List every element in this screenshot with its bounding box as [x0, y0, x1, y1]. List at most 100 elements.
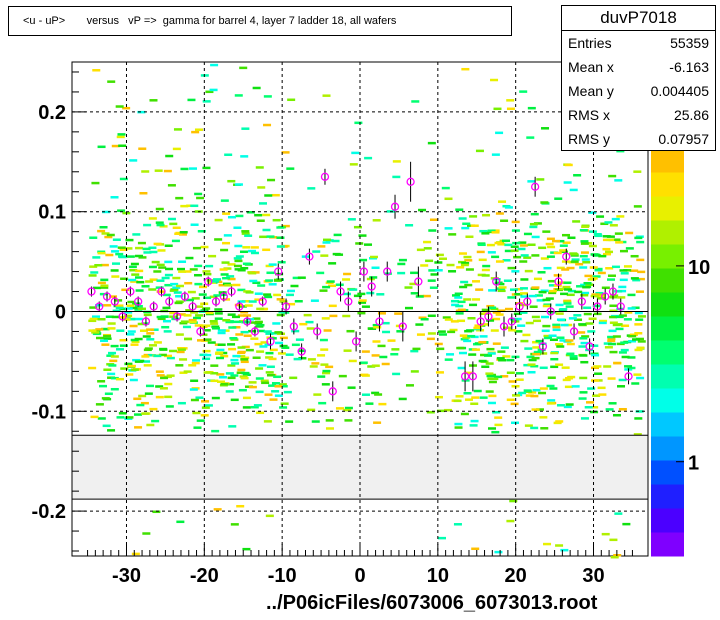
- density-cell: [537, 271, 546, 274]
- density-cell: [115, 306, 124, 310]
- density-cell: [317, 354, 326, 357]
- density-cell: [188, 320, 197, 324]
- density-cell: [486, 319, 495, 322]
- density-cell: [357, 311, 366, 315]
- density-cell: [217, 343, 226, 346]
- density-cell: [349, 288, 358, 291]
- density-cell: [122, 318, 131, 321]
- profile-point: [320, 172, 330, 181]
- density-cell: [343, 349, 352, 352]
- density-cell: [178, 270, 187, 273]
- density-cell: [241, 299, 250, 303]
- density-cell: [107, 322, 116, 325]
- density-cell: [252, 281, 261, 285]
- density-cell: [494, 375, 503, 379]
- density-cell: [437, 536, 446, 540]
- density-cell: [392, 372, 401, 376]
- x-tick-label: 30: [582, 565, 604, 587]
- x-tick-label: -20: [190, 565, 219, 587]
- density-cell: [578, 323, 587, 326]
- density-cell: [316, 271, 325, 275]
- density-cell: [627, 307, 636, 310]
- density-cell: [581, 291, 590, 295]
- density-cell: [335, 283, 344, 287]
- density-cell: [453, 523, 462, 526]
- density-cell: [536, 299, 545, 302]
- grid-lines: [72, 62, 648, 556]
- profile-point: [383, 267, 392, 276]
- density-cell: [586, 401, 595, 404]
- density-cell: [491, 153, 500, 156]
- density-cell: [563, 181, 572, 184]
- density-cell: [283, 390, 292, 394]
- density-cell: [428, 269, 437, 272]
- density-cell: [379, 355, 388, 359]
- density-cell: [590, 352, 599, 356]
- density-cell: [276, 226, 285, 229]
- density-cell: [129, 159, 138, 162]
- colorbar-segment: [651, 172, 684, 197]
- density-cell: [306, 327, 315, 330]
- density-cell: [136, 403, 145, 407]
- profile-point: [141, 317, 151, 326]
- density-cell: [526, 136, 535, 139]
- density-cell: [487, 401, 496, 405]
- density-cell: [473, 389, 482, 393]
- density-cell: [242, 406, 251, 409]
- profile-point: [476, 317, 485, 326]
- density-cell: [491, 229, 500, 232]
- density-cell: [548, 291, 557, 295]
- density-cell: [538, 391, 547, 395]
- density-cell: [173, 291, 182, 294]
- density-cell: [241, 345, 250, 349]
- density-cell: [205, 264, 214, 268]
- density-cell: [472, 280, 481, 283]
- density-cell: [455, 309, 464, 313]
- density-cell: [276, 313, 285, 317]
- density-cell: [555, 420, 564, 423]
- density-cell: [527, 106, 536, 110]
- density-cell: [531, 235, 540, 239]
- density-cell: [235, 214, 244, 218]
- density-cell: [425, 259, 434, 263]
- x-tick-label: -30: [112, 565, 141, 587]
- density-cell: [112, 262, 121, 265]
- stats-value: 0.004405: [650, 83, 709, 99]
- density-cell: [274, 331, 283, 334]
- density-cell: [506, 107, 515, 111]
- density-cell: [265, 371, 274, 374]
- density-cell: [369, 255, 378, 259]
- density-cell: [153, 270, 162, 273]
- density-cell: [398, 397, 407, 401]
- density-cell: [347, 218, 356, 221]
- density-cell: [335, 407, 344, 410]
- density-cell: [529, 222, 538, 226]
- density-cell: [519, 311, 528, 314]
- density-cell: [498, 286, 507, 289]
- density-cell: [459, 334, 468, 337]
- density-cell: [629, 333, 638, 337]
- density-cell: [256, 323, 265, 327]
- density-cell: [630, 254, 639, 258]
- density-cell: [576, 285, 585, 288]
- density-cell: [506, 371, 515, 375]
- density-cell: [552, 325, 561, 329]
- density-cell: [222, 212, 231, 215]
- density-cell: [409, 282, 418, 286]
- density-cell: [141, 170, 150, 173]
- density-cell: [633, 170, 642, 173]
- density-cell: [116, 416, 125, 419]
- density-cell: [492, 317, 501, 321]
- density-cell: [110, 355, 119, 358]
- density-cell: [134, 317, 143, 321]
- density-cell: [542, 324, 551, 328]
- density-cell: [543, 303, 552, 306]
- colorbar-segment: [651, 436, 684, 461]
- density-cell: [305, 320, 314, 324]
- density-cell: [203, 296, 212, 300]
- density-cell: [580, 341, 589, 345]
- density-cell: [528, 358, 537, 362]
- density-cell: [563, 281, 572, 285]
- density-cell: [245, 291, 254, 294]
- density-cell: [592, 253, 601, 257]
